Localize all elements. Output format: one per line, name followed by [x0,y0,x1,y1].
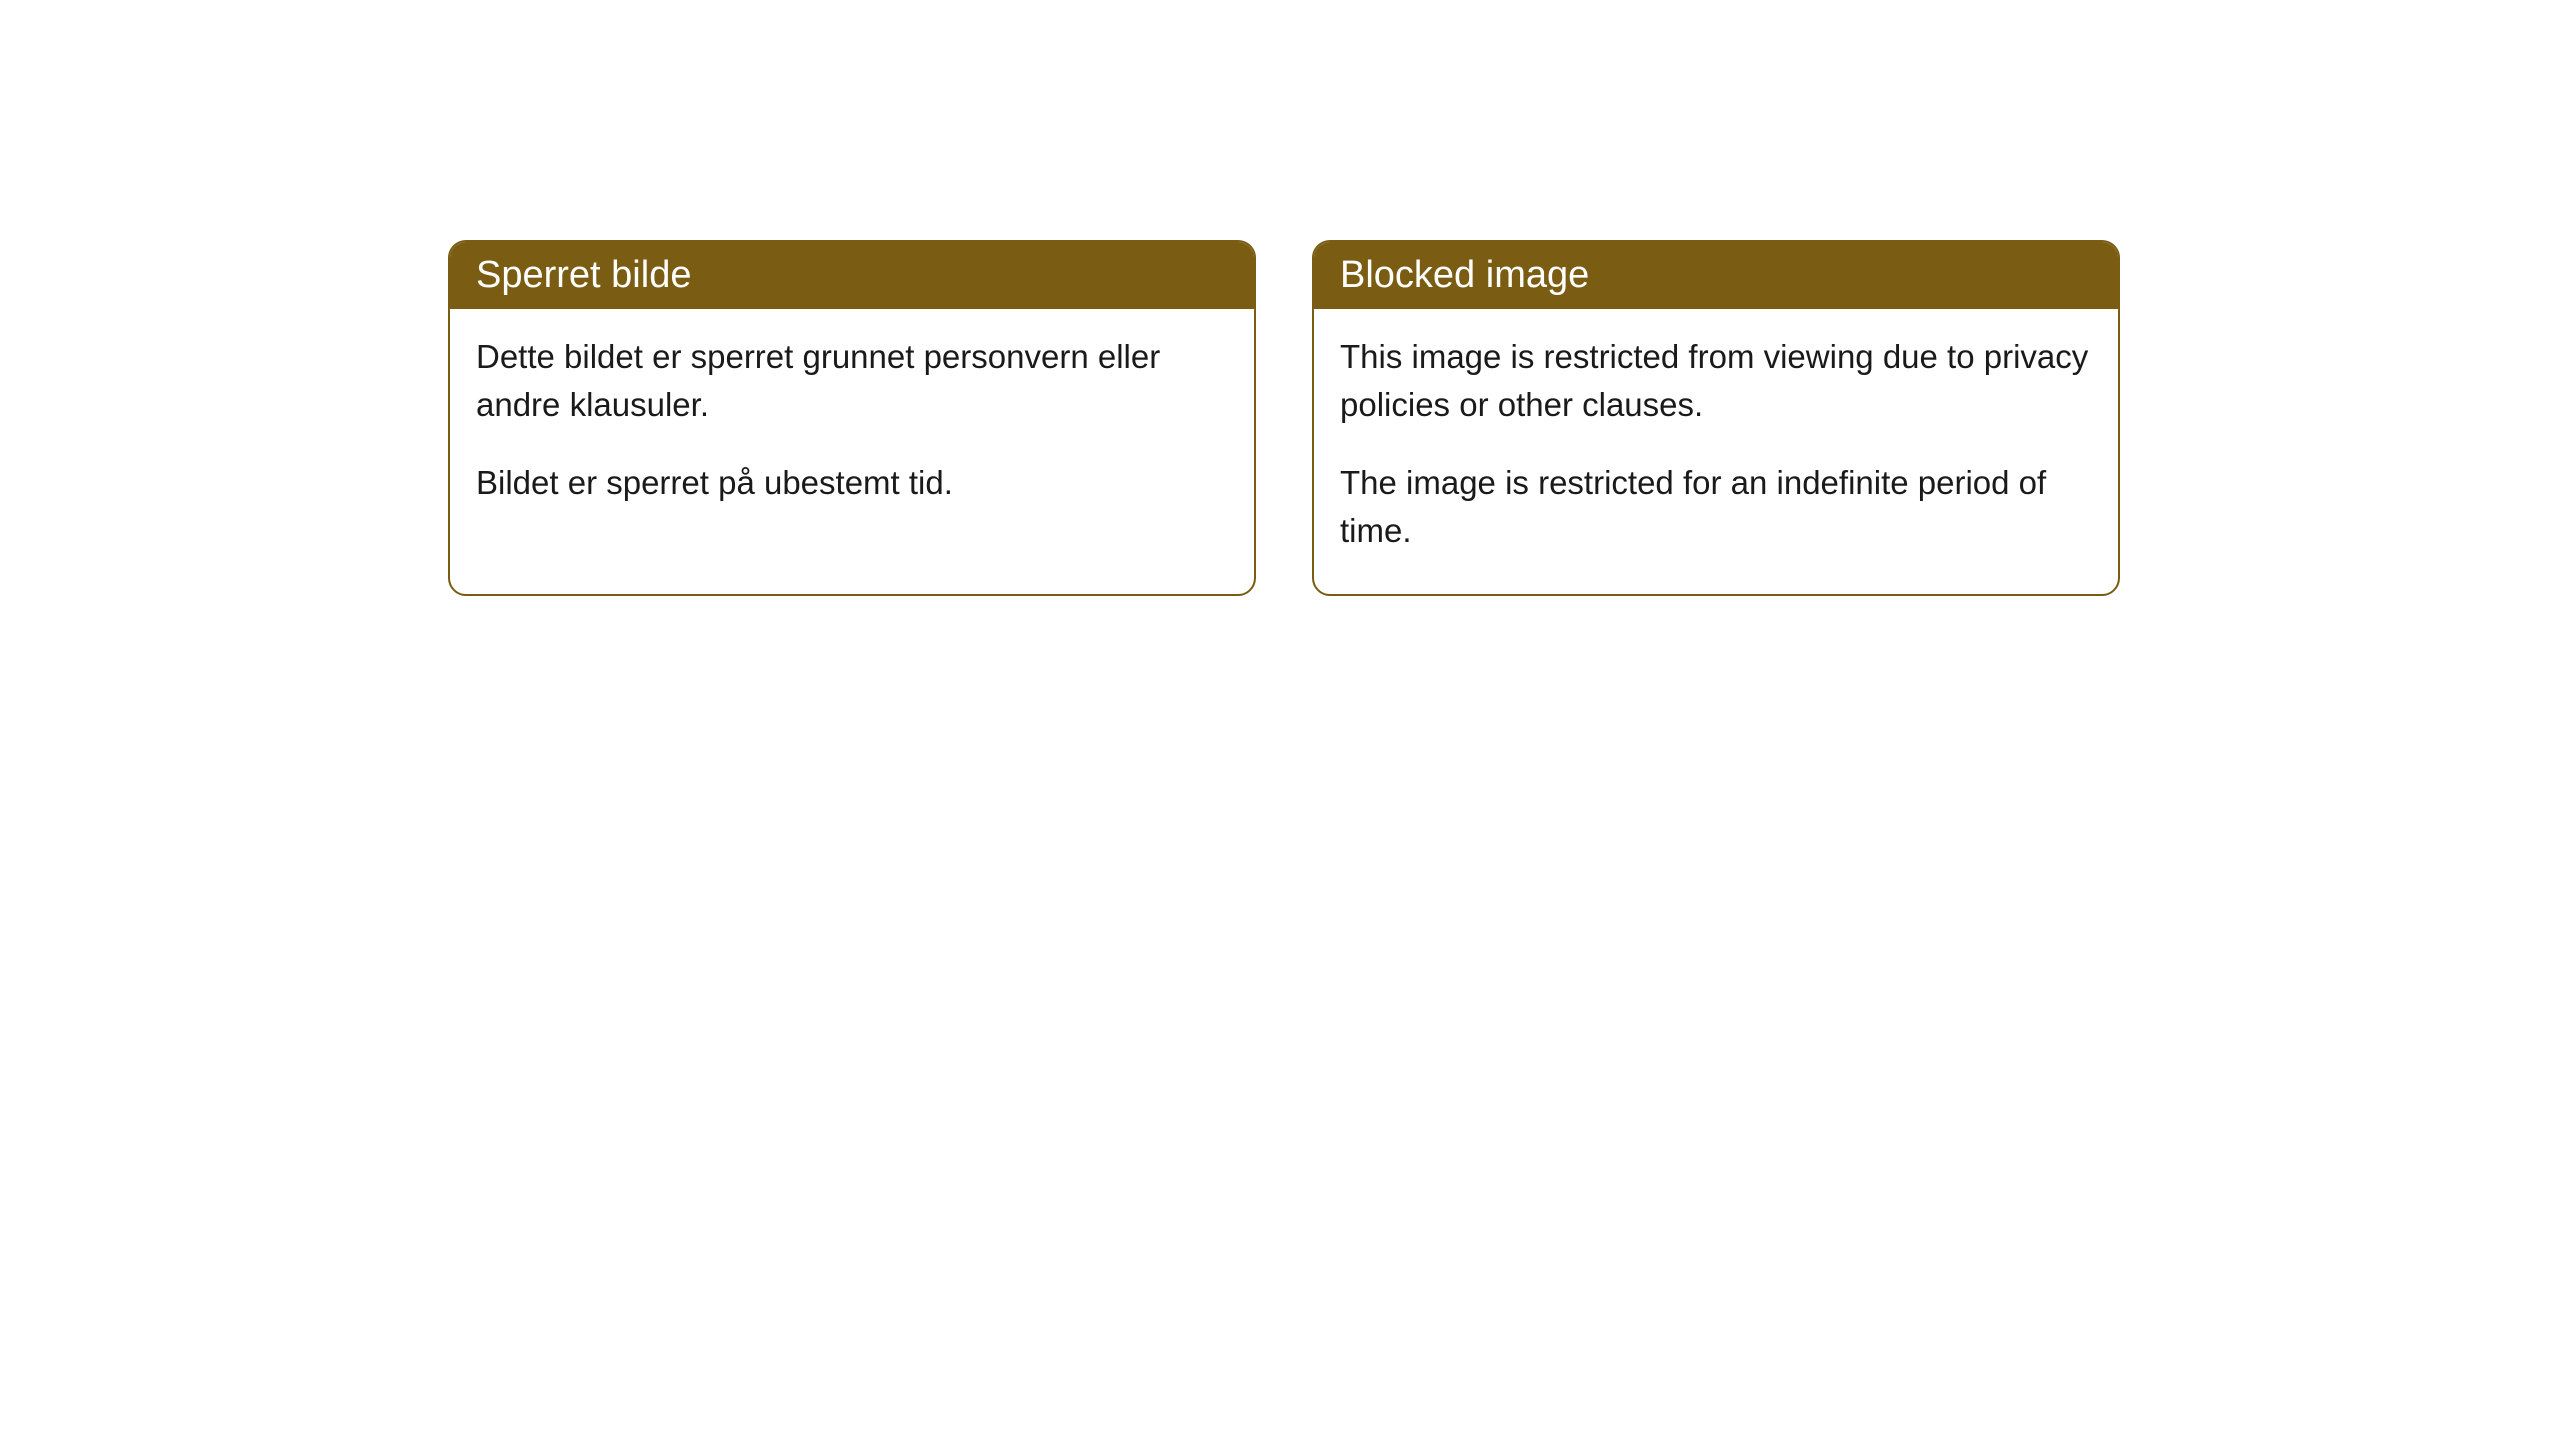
notice-title: Sperret bilde [476,254,691,296]
notice-header-norwegian: Sperret bilde [450,242,1254,309]
notice-paragraph: This image is restricted from viewing du… [1340,333,2092,429]
notice-card-norwegian: Sperret bilde Dette bildet er sperret gr… [448,240,1256,596]
notice-header-english: Blocked image [1314,242,2118,309]
notice-paragraph: Dette bildet er sperret grunnet personve… [476,333,1228,429]
notice-title: Blocked image [1340,254,1589,296]
notice-body-english: This image is restricted from viewing du… [1314,309,2118,594]
notice-paragraph: The image is restricted for an indefinit… [1340,459,2092,555]
notice-body-norwegian: Dette bildet er sperret grunnet personve… [450,309,1254,547]
notice-container: Sperret bilde Dette bildet er sperret gr… [0,0,2560,596]
notice-card-english: Blocked image This image is restricted f… [1312,240,2120,596]
notice-paragraph: Bildet er sperret på ubestemt tid. [476,459,1228,507]
